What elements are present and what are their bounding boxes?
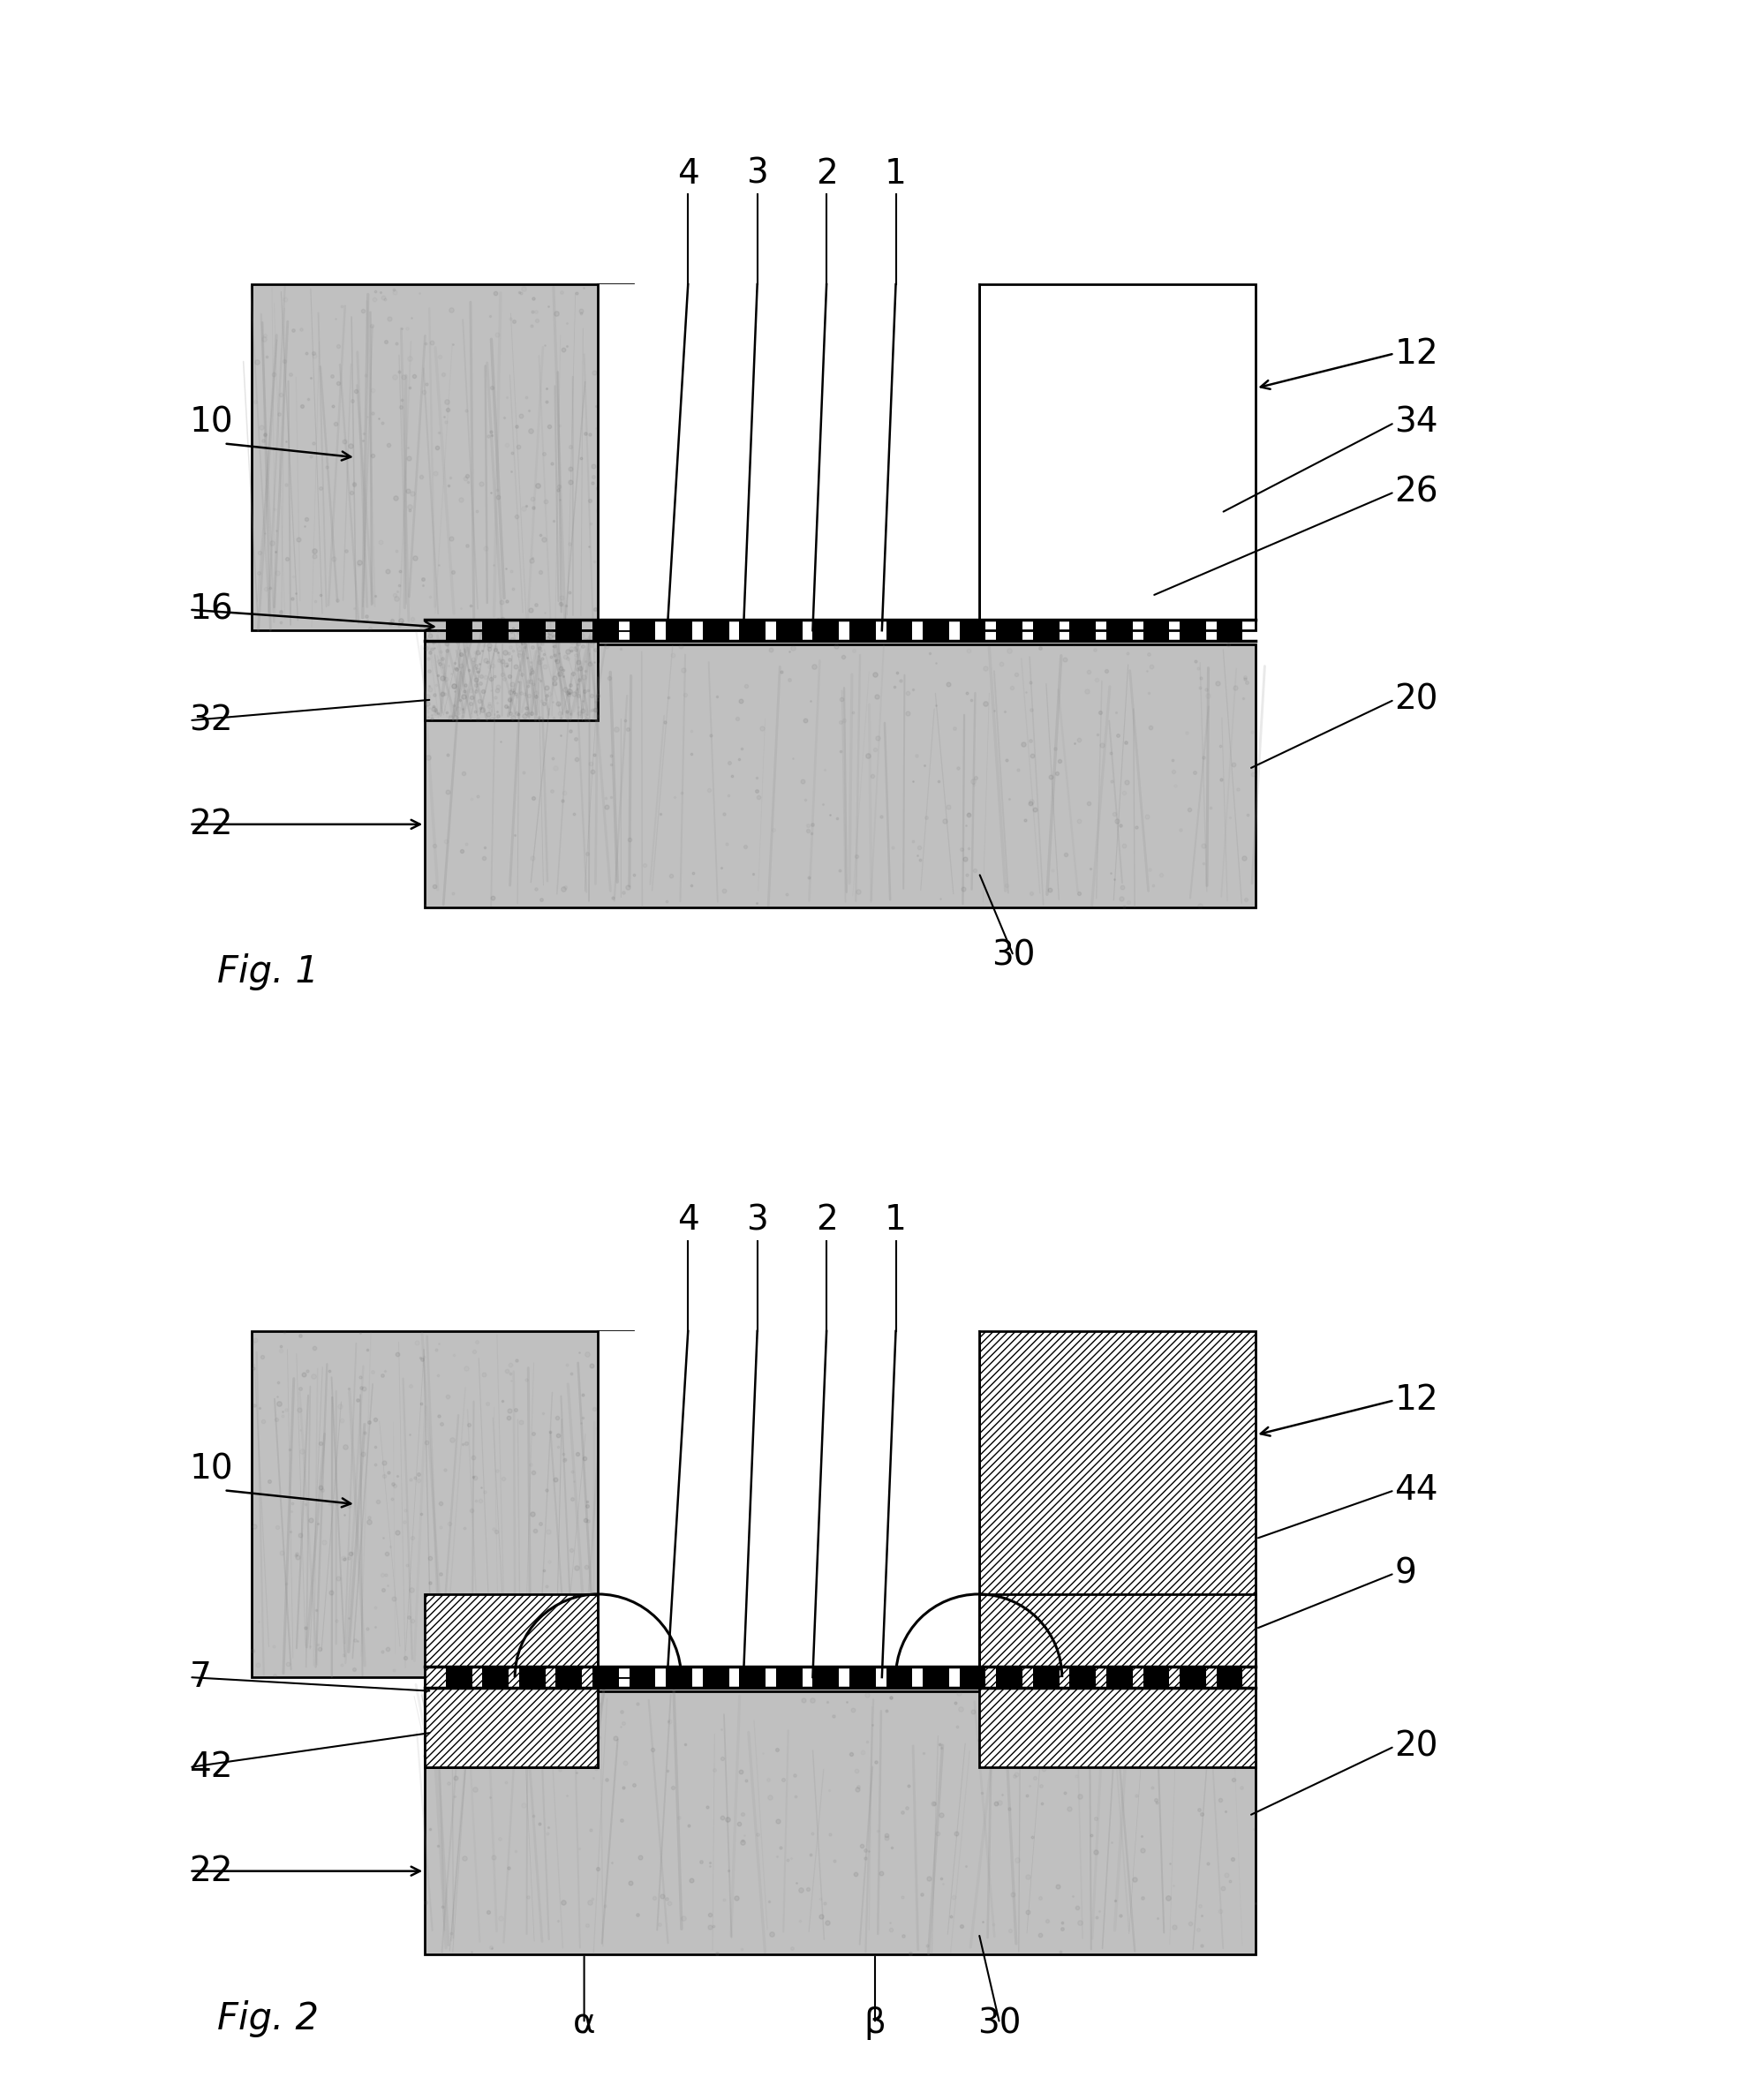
Bar xyxy=(702,1667,730,1688)
Bar xyxy=(1180,1667,1206,1688)
Text: 26: 26 xyxy=(1395,475,1438,508)
Bar xyxy=(252,284,633,630)
Bar xyxy=(630,620,656,640)
Text: 1: 1 xyxy=(886,158,907,191)
Text: 12: 12 xyxy=(1395,1384,1438,1418)
Text: α: α xyxy=(572,2008,595,2041)
Bar xyxy=(520,1667,546,1688)
Bar xyxy=(1069,620,1096,640)
Text: 42: 42 xyxy=(189,1751,233,1785)
Text: 4: 4 xyxy=(677,1203,698,1237)
Bar xyxy=(702,620,730,640)
Bar xyxy=(886,620,912,640)
Text: 30: 30 xyxy=(992,939,1036,972)
Bar xyxy=(425,630,598,720)
Text: 20: 20 xyxy=(1395,1730,1438,1764)
Bar xyxy=(252,1331,633,1678)
Bar xyxy=(425,1690,1256,1955)
Bar xyxy=(556,1667,583,1688)
Bar xyxy=(665,620,693,640)
Bar xyxy=(598,284,978,630)
Text: β: β xyxy=(864,2008,885,2041)
Bar xyxy=(996,620,1022,640)
Bar xyxy=(1180,620,1206,640)
Bar xyxy=(1143,1667,1169,1688)
Bar xyxy=(1216,1667,1242,1688)
Text: 2: 2 xyxy=(816,1203,838,1237)
Bar xyxy=(1216,620,1242,640)
Text: 16: 16 xyxy=(189,592,233,626)
Bar xyxy=(1106,620,1132,640)
Bar xyxy=(446,620,473,640)
Bar xyxy=(775,1667,802,1688)
Text: 12: 12 xyxy=(1395,336,1438,370)
Text: 20: 20 xyxy=(1395,683,1438,716)
Bar xyxy=(849,620,875,640)
Text: 34: 34 xyxy=(1395,405,1438,439)
Bar xyxy=(630,1667,656,1688)
Text: 7: 7 xyxy=(189,1661,212,1695)
Text: 3: 3 xyxy=(746,158,768,191)
Bar xyxy=(738,620,765,640)
Bar xyxy=(738,1667,765,1688)
Text: 32: 32 xyxy=(189,704,233,737)
Bar xyxy=(425,1594,598,1768)
Bar xyxy=(849,1667,875,1688)
Bar xyxy=(959,1667,985,1688)
Text: 44: 44 xyxy=(1395,1474,1438,1508)
Bar xyxy=(483,620,509,640)
Bar xyxy=(959,620,985,640)
Text: 10: 10 xyxy=(189,405,233,439)
Text: 30: 30 xyxy=(978,2008,1022,2041)
Text: 22: 22 xyxy=(189,809,233,842)
Text: 2: 2 xyxy=(816,158,838,191)
Text: 22: 22 xyxy=(189,1854,233,1888)
Bar xyxy=(665,1667,693,1688)
Bar xyxy=(598,1331,978,1678)
Bar xyxy=(483,1667,509,1688)
Text: Fig. 2: Fig. 2 xyxy=(217,1999,318,2037)
Bar xyxy=(425,645,1256,907)
Bar xyxy=(978,1331,1256,1678)
Bar xyxy=(812,1667,838,1688)
Bar xyxy=(1143,620,1169,640)
Bar xyxy=(593,1667,619,1688)
Bar xyxy=(593,620,619,640)
Bar xyxy=(556,620,583,640)
Text: 4: 4 xyxy=(677,158,698,191)
Bar xyxy=(1032,620,1059,640)
Text: 1: 1 xyxy=(886,1203,907,1237)
Bar xyxy=(520,620,546,640)
Bar xyxy=(922,1667,949,1688)
Bar xyxy=(1032,1667,1059,1688)
Bar xyxy=(812,620,838,640)
Bar xyxy=(978,284,1256,630)
Bar xyxy=(1069,1667,1096,1688)
Bar xyxy=(446,1667,473,1688)
Text: 9: 9 xyxy=(1395,1556,1416,1590)
Text: 3: 3 xyxy=(746,1203,768,1237)
Bar xyxy=(996,1667,1022,1688)
Bar xyxy=(1106,1667,1132,1688)
Bar xyxy=(425,1678,598,1768)
Bar xyxy=(775,620,802,640)
Bar xyxy=(922,620,949,640)
Bar xyxy=(886,1667,912,1688)
Text: Fig. 1: Fig. 1 xyxy=(217,953,318,991)
Bar xyxy=(978,1594,1256,1768)
Text: 10: 10 xyxy=(189,1453,233,1487)
